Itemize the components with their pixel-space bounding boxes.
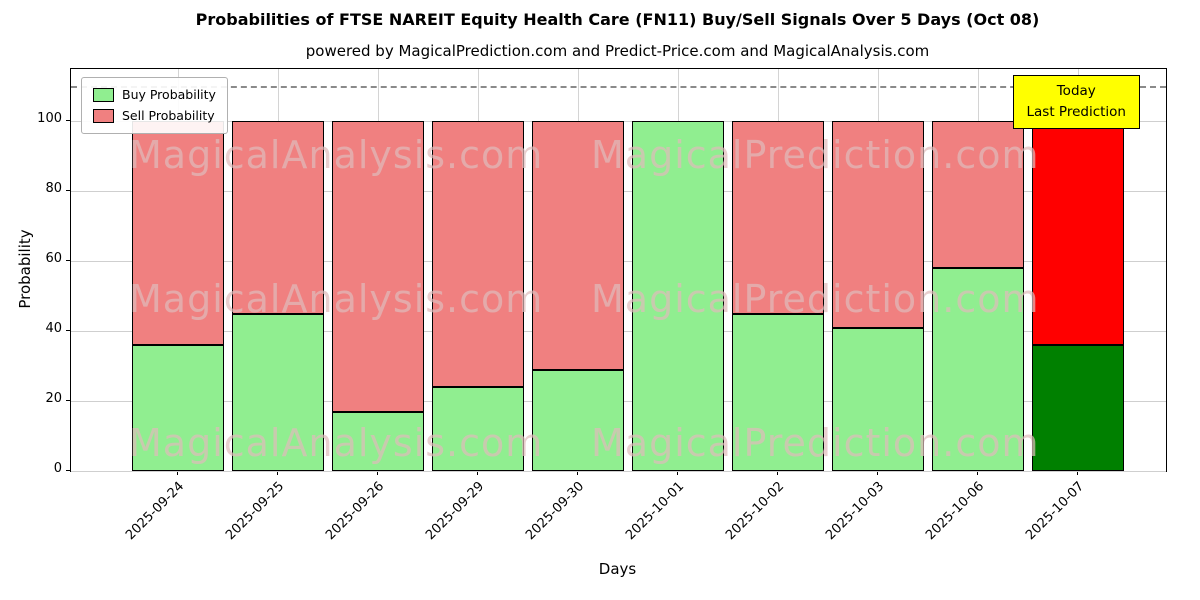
- y-tick-label: 60: [45, 251, 62, 267]
- x-axis-label: Days: [598, 560, 637, 578]
- legend-label: Sell Probability: [122, 107, 215, 123]
- bar-segment-buy: [532, 369, 624, 471]
- bar-segment-sell: [432, 121, 524, 388]
- y-tick-mark: [66, 120, 70, 122]
- x-tick-label: 2025-10-01: [623, 479, 688, 544]
- bar-segment-buy: [332, 411, 424, 471]
- bar-segment-buy: [1032, 345, 1124, 471]
- annotation-line: Last Prediction: [1026, 103, 1126, 120]
- x-tick-label: 2025-10-02: [723, 479, 788, 544]
- bar-segment-sell: [832, 121, 924, 328]
- bar-segment-buy: [232, 313, 324, 471]
- y-tick-mark: [66, 190, 70, 192]
- watermark-text: MagicalPrediction.com: [591, 421, 1040, 465]
- bars-layer: [71, 69, 1166, 471]
- watermark-layer: MagicalAnalysis.com MagicalPrediction.com…: [71, 69, 1166, 471]
- bar-segment-buy: [632, 121, 724, 471]
- x-tick-mark: [676, 471, 678, 475]
- y-tick-label: 100: [37, 111, 62, 127]
- legend-label: Buy Probability: [122, 87, 216, 102]
- y-tick-mark: [66, 470, 70, 471]
- x-tick-mark: [1076, 471, 1078, 475]
- legend-item: Sell Probability: [93, 106, 216, 127]
- y-tick-mark: [66, 330, 70, 332]
- watermark-text: MagicalAnalysis.com: [129, 277, 544, 321]
- x-tick-mark: [776, 471, 778, 475]
- today-last-prediction-annotation: Today Last Prediction: [1012, 75, 1140, 129]
- x-tick-label: 2025-09-25: [223, 479, 288, 544]
- bar-segment-buy: [432, 387, 524, 471]
- bar-segment-sell: [732, 121, 824, 314]
- watermark-text: MagicalPrediction.com: [591, 133, 1040, 177]
- watermark-text: MagicalAnalysis.com: [129, 133, 544, 177]
- bar-segment-buy: [132, 345, 224, 471]
- bar-segment-buy: [932, 268, 1024, 471]
- plot-area: MagicalAnalysis.com MagicalPrediction.com…: [70, 68, 1167, 472]
- bar-segment-buy: [732, 313, 824, 471]
- y-tick-mark: [66, 260, 70, 262]
- watermark-text: MagicalPrediction.com: [591, 277, 1040, 321]
- x-tick-mark: [876, 471, 878, 475]
- x-tick-mark: [376, 471, 378, 475]
- x-tick-mark: [476, 471, 478, 475]
- legend: Buy Probability Sell Probability: [81, 77, 228, 135]
- y-tick-label: 20: [45, 391, 62, 407]
- bar-segment-buy: [832, 327, 924, 471]
- prediction-threshold-dashed-line: [71, 86, 1166, 89]
- x-tick-label: 2025-10-06: [923, 479, 988, 544]
- x-tick-mark: [276, 471, 278, 475]
- y-tick-label: 40: [45, 321, 62, 337]
- annotation-line: Today: [1056, 83, 1096, 99]
- chart-subtitle: powered by MagicalPrediction.com and Pre…: [305, 42, 930, 60]
- x-tick-label: 2025-09-24: [123, 479, 188, 544]
- y-gridline: [71, 470, 1166, 472]
- x-tick-label: 2025-09-30: [523, 479, 588, 544]
- x-tick-label: 2025-10-03: [823, 479, 888, 544]
- x-tick-mark: [976, 471, 978, 475]
- bar-segment-sell: [1032, 121, 1124, 346]
- bar-segment-sell: [532, 121, 624, 370]
- x-tick-mark: [176, 471, 178, 475]
- x-tick-label: 2025-09-29: [423, 479, 488, 544]
- bar-segment-sell: [232, 121, 324, 314]
- bar-segment-sell: [932, 121, 1024, 269]
- legend-sell-swatch: [93, 108, 114, 123]
- legend-item: Buy Probability: [93, 85, 216, 106]
- bar-segment-sell: [132, 121, 224, 346]
- chart-title: Probabilities of FTSE NAREIT Equity Heal…: [195, 10, 1040, 29]
- y-axis-label: Probability: [16, 229, 34, 309]
- bar-segment-sell: [332, 121, 424, 412]
- x-tick-label: 2025-09-26: [323, 479, 388, 544]
- watermark-text: MagicalAnalysis.com: [129, 421, 544, 465]
- y-tick-mark: [66, 400, 70, 402]
- legend-buy-swatch: [93, 88, 114, 103]
- y-tick-label: 80: [45, 181, 62, 197]
- y-tick-label: 0: [53, 461, 62, 476]
- x-tick-label: 2025-10-07: [1023, 479, 1088, 544]
- x-tick-mark: [576, 471, 578, 475]
